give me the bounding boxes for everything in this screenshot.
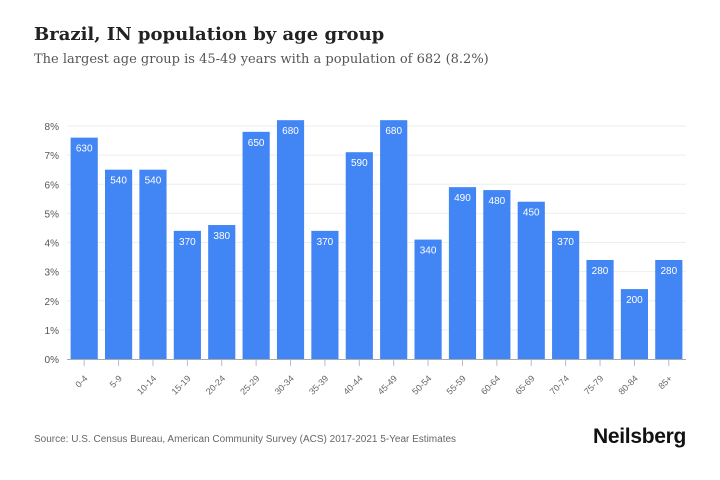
x-tick-label: 55-59 <box>445 373 468 396</box>
x-tick-label: 75-79 <box>582 373 605 396</box>
data-label: 280 <box>660 266 677 277</box>
x-tick-label: 70-74 <box>548 373 571 396</box>
y-tick-label: 4% <box>45 239 60 250</box>
bar <box>517 201 545 359</box>
y-tick-label: 3% <box>45 268 60 279</box>
bar <box>586 259 614 359</box>
data-label: 370 <box>557 237 574 248</box>
x-tick-label: 30-34 <box>273 373 296 396</box>
chart-title: Brazil, IN population by age group <box>34 24 385 45</box>
x-tick-label: 25-29 <box>238 373 261 396</box>
bar <box>414 239 442 359</box>
bar <box>448 187 477 359</box>
y-tick-label: 5% <box>45 209 60 220</box>
data-label: 280 <box>592 266 609 277</box>
bar <box>620 289 649 359</box>
x-tick-label: 50-54 <box>410 373 433 396</box>
x-tick-label: 80-84 <box>616 373 639 396</box>
x-tick-label: 60-64 <box>479 373 502 396</box>
x-tick-label: 45-49 <box>376 373 399 396</box>
bar <box>173 230 201 359</box>
bar <box>242 131 270 359</box>
x-tick-label: 20-24 <box>204 373 227 396</box>
x-tick-label: 0-4 <box>73 373 89 389</box>
data-label: 480 <box>489 196 506 207</box>
x-tick-label: 65-69 <box>513 373 536 396</box>
data-label: 490 <box>454 193 471 204</box>
x-tick-label: 10-14 <box>135 373 158 396</box>
chart-subtitle: The largest age group is 45-49 years wit… <box>34 52 489 67</box>
y-tick-label: 7% <box>45 151 60 162</box>
bar <box>552 230 580 359</box>
data-label: 380 <box>213 231 230 242</box>
data-label: 630 <box>76 144 93 155</box>
bar <box>208 225 236 359</box>
data-label: 680 <box>282 126 299 137</box>
x-tick-label: 85+ <box>656 373 674 391</box>
bar <box>276 120 305 359</box>
y-tick-label: 2% <box>45 297 60 308</box>
data-label: 590 <box>351 158 368 169</box>
bar <box>70 137 98 359</box>
data-label: 340 <box>420 246 437 257</box>
data-label: 650 <box>248 138 265 149</box>
data-label: 450 <box>523 208 540 219</box>
x-tick-label: 15-19 <box>169 373 192 396</box>
bar <box>139 169 167 359</box>
bar <box>655 259 683 359</box>
data-label: 540 <box>110 176 127 187</box>
data-label: 680 <box>385 126 402 137</box>
bar <box>345 152 373 359</box>
x-tick-label: 35-39 <box>307 373 330 396</box>
bar <box>311 230 339 359</box>
data-label: 200 <box>626 295 643 306</box>
bar <box>483 190 511 359</box>
source-note: Source: U.S. Census Bureau, American Com… <box>34 434 457 445</box>
y-tick-label: 0% <box>45 355 60 366</box>
bar <box>104 169 133 359</box>
neilsberg-logo: Neilsberg <box>593 425 686 448</box>
data-label: 370 <box>317 237 334 248</box>
y-tick-label: 1% <box>45 326 60 337</box>
x-tick-label: 40-44 <box>341 373 364 396</box>
y-tick-label: 8% <box>45 122 60 133</box>
x-tick-label: 5-9 <box>108 373 124 389</box>
data-label: 540 <box>145 176 162 187</box>
bar <box>380 120 408 359</box>
y-tick-label: 6% <box>45 180 60 191</box>
data-label: 370 <box>179 237 196 248</box>
